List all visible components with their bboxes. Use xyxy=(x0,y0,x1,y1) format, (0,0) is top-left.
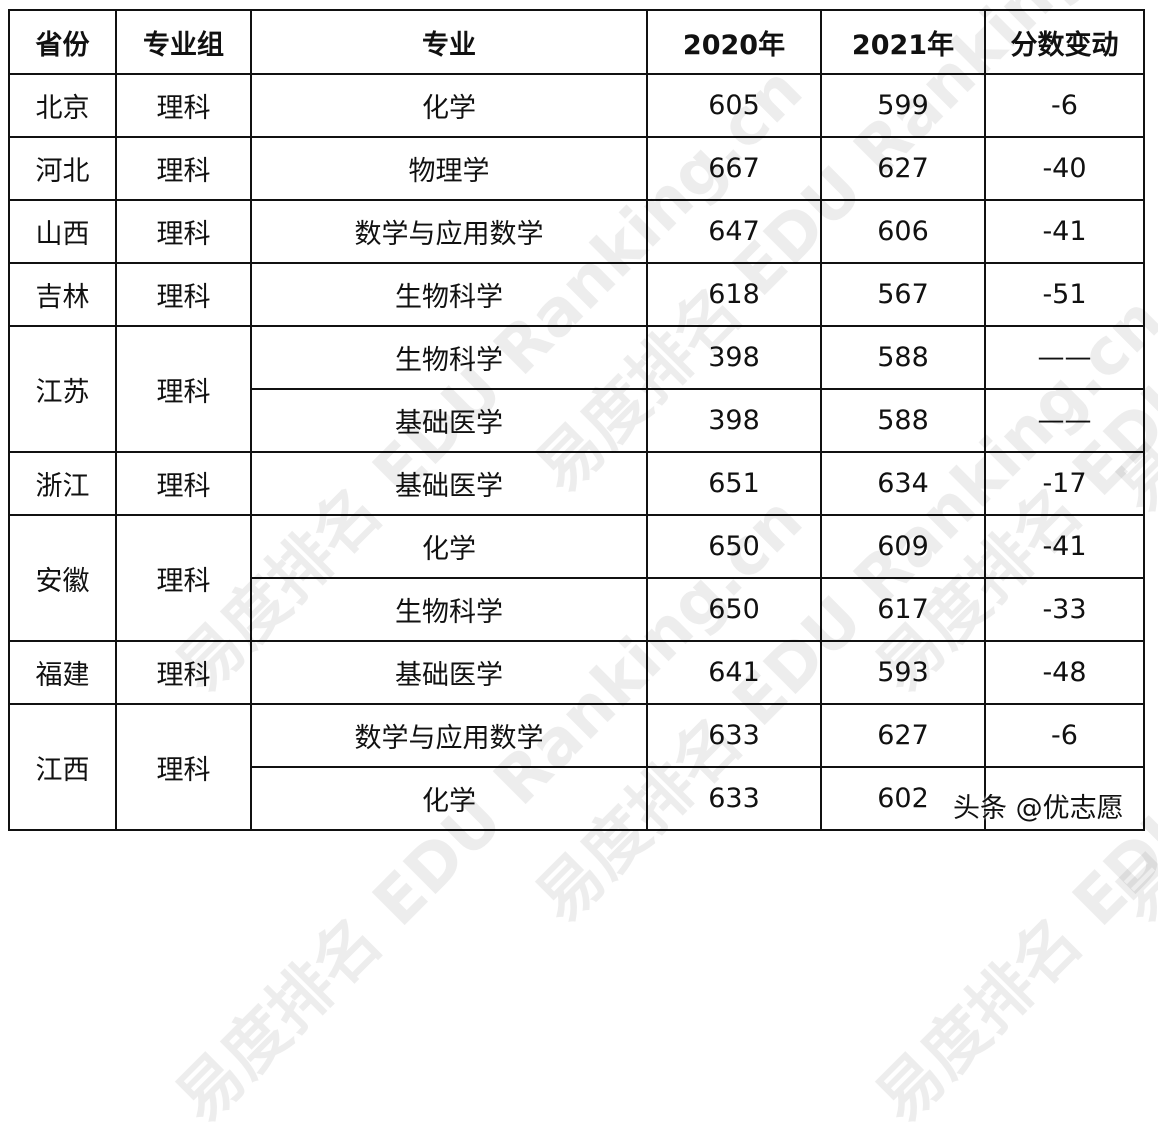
change-cell: -41 xyxy=(984,514,1145,579)
major-cell: 生物科学 xyxy=(250,325,648,390)
score-2021-cell: 599 xyxy=(820,73,986,138)
table-row: 江西 理科 数学与应用数学 633 627 -6 xyxy=(8,703,1145,831)
province-cell: 福建 xyxy=(8,640,117,705)
province-cell: 吉林 xyxy=(8,262,117,327)
table-row: 浙江 理科 基础医学 651 634 -17 xyxy=(8,451,1145,516)
header-row: 省份 专业组 专业 2020年 2021年 分数变动 xyxy=(8,9,1145,75)
score-2020-cell: 647 xyxy=(646,199,822,264)
header-change: 分数变动 xyxy=(984,9,1145,75)
major-cell: 化学 xyxy=(250,73,648,138)
major-cell: 物理学 xyxy=(250,136,648,201)
score-2021-cell: 593 xyxy=(820,640,986,705)
score-2020-cell: 667 xyxy=(646,136,822,201)
group-cell: 理科 xyxy=(115,451,252,516)
score-2020-cell: 398 xyxy=(646,325,822,390)
table-row: 江苏 理科 生物科学 398 588 —— xyxy=(8,325,1145,453)
score-2021-cell: 609 xyxy=(820,514,986,579)
table-row: 北京 理科 化学 605 599 -6 xyxy=(8,73,1145,138)
score-2020-cell: 633 xyxy=(646,766,822,831)
table-row: 福建 理科 基础医学 641 593 -48 xyxy=(8,640,1145,705)
score-2020-cell: 650 xyxy=(646,577,822,642)
score-2020-cell: 633 xyxy=(646,703,822,768)
province-cell: 北京 xyxy=(8,73,117,138)
table-row: 生物科学 650 617 -33 xyxy=(9,577,1145,642)
change-cell: -40 xyxy=(984,136,1145,201)
score-2021-cell: 588 xyxy=(820,325,986,390)
province-cell: 河北 xyxy=(8,136,117,201)
change-cell: -48 xyxy=(984,640,1145,705)
major-cell: 数学与应用数学 xyxy=(250,199,648,264)
score-2020-cell: 398 xyxy=(646,388,822,453)
source-credit: 头条 @优志愿 xyxy=(953,793,1124,824)
score-2020-cell: 605 xyxy=(646,73,822,138)
province-cell: 江西 xyxy=(8,703,117,831)
major-cell: 化学 xyxy=(250,766,648,831)
major-cell: 生物科学 xyxy=(250,262,648,327)
major-cell: 基础医学 xyxy=(250,640,648,705)
group-cell: 理科 xyxy=(115,703,252,831)
score-2021-cell: 567 xyxy=(820,262,986,327)
score-2021-cell: 634 xyxy=(820,451,986,516)
group-cell: 理科 xyxy=(115,262,252,327)
change-cell: -41 xyxy=(984,199,1145,264)
province-cell: 浙江 xyxy=(8,451,117,516)
group-cell: 理科 xyxy=(115,136,252,201)
score-2021-cell: 627 xyxy=(820,136,986,201)
group-cell: 理科 xyxy=(115,640,252,705)
major-cell: 生物科学 xyxy=(250,577,648,642)
score-table: 省份 专业组 专业 2020年 2021年 分数变动 北京 理科 化学 605 599-… xyxy=(8,9,1145,831)
score-2021-cell: 617 xyxy=(820,577,986,642)
score-2020-cell: 641 xyxy=(646,640,822,705)
table-row: 山西 理科 数学与应用数学 647 606 -41 xyxy=(8,199,1145,264)
change-cell xyxy=(984,766,1145,831)
change-cell: —— xyxy=(984,388,1145,453)
change-cell: -33 xyxy=(984,577,1145,642)
table-row: 吉林 理科 生物科学 618 567 -51 xyxy=(8,262,1145,327)
table-row: 河北 理科 物理学 667 627 -40 xyxy=(8,136,1145,201)
change-cell: —— xyxy=(984,325,1145,390)
score-2021-cell: 627 xyxy=(820,703,986,768)
change-cell: -6 xyxy=(984,703,1145,768)
table-row: 基础医学 398 588 —— xyxy=(9,388,1145,453)
major-cell: 化学 xyxy=(250,514,648,579)
header-2020: 2020年 xyxy=(646,9,822,75)
major-cell: 基础医学 xyxy=(250,388,648,453)
score-2021-cell: 588 xyxy=(820,388,986,453)
major-cell: 数学与应用数学 xyxy=(250,703,648,768)
header-major: 专业 xyxy=(250,9,648,75)
score-2020-cell: 650 xyxy=(646,514,822,579)
header-2021: 2021年 xyxy=(820,9,986,75)
table-row: 化学 633 602 xyxy=(9,766,1145,831)
header-province: 省份 xyxy=(8,9,117,75)
change-cell: -17 xyxy=(984,451,1145,516)
score-2021-cell: 606 xyxy=(820,199,986,264)
group-cell: 理科 xyxy=(115,325,252,453)
change-cell: -51 xyxy=(984,262,1145,327)
province-cell: 江苏 xyxy=(8,325,117,453)
major-cell: 基础医学 xyxy=(250,451,648,516)
table-row: 安徽 理科 化学 650 609 -41 xyxy=(8,514,1145,642)
score-2020-cell: 618 xyxy=(646,262,822,327)
score-2020-cell: 651 xyxy=(646,451,822,516)
change-cell: -6 xyxy=(984,73,1145,138)
province-cell: 山西 xyxy=(8,199,117,264)
header-group: 专业组 xyxy=(115,9,252,75)
group-cell: 理科 xyxy=(115,514,252,642)
province-cell: 安徽 xyxy=(8,514,117,642)
score-2021-cell: 602 xyxy=(820,766,986,831)
group-cell: 理科 xyxy=(115,73,252,138)
group-cell: 理科 xyxy=(115,199,252,264)
